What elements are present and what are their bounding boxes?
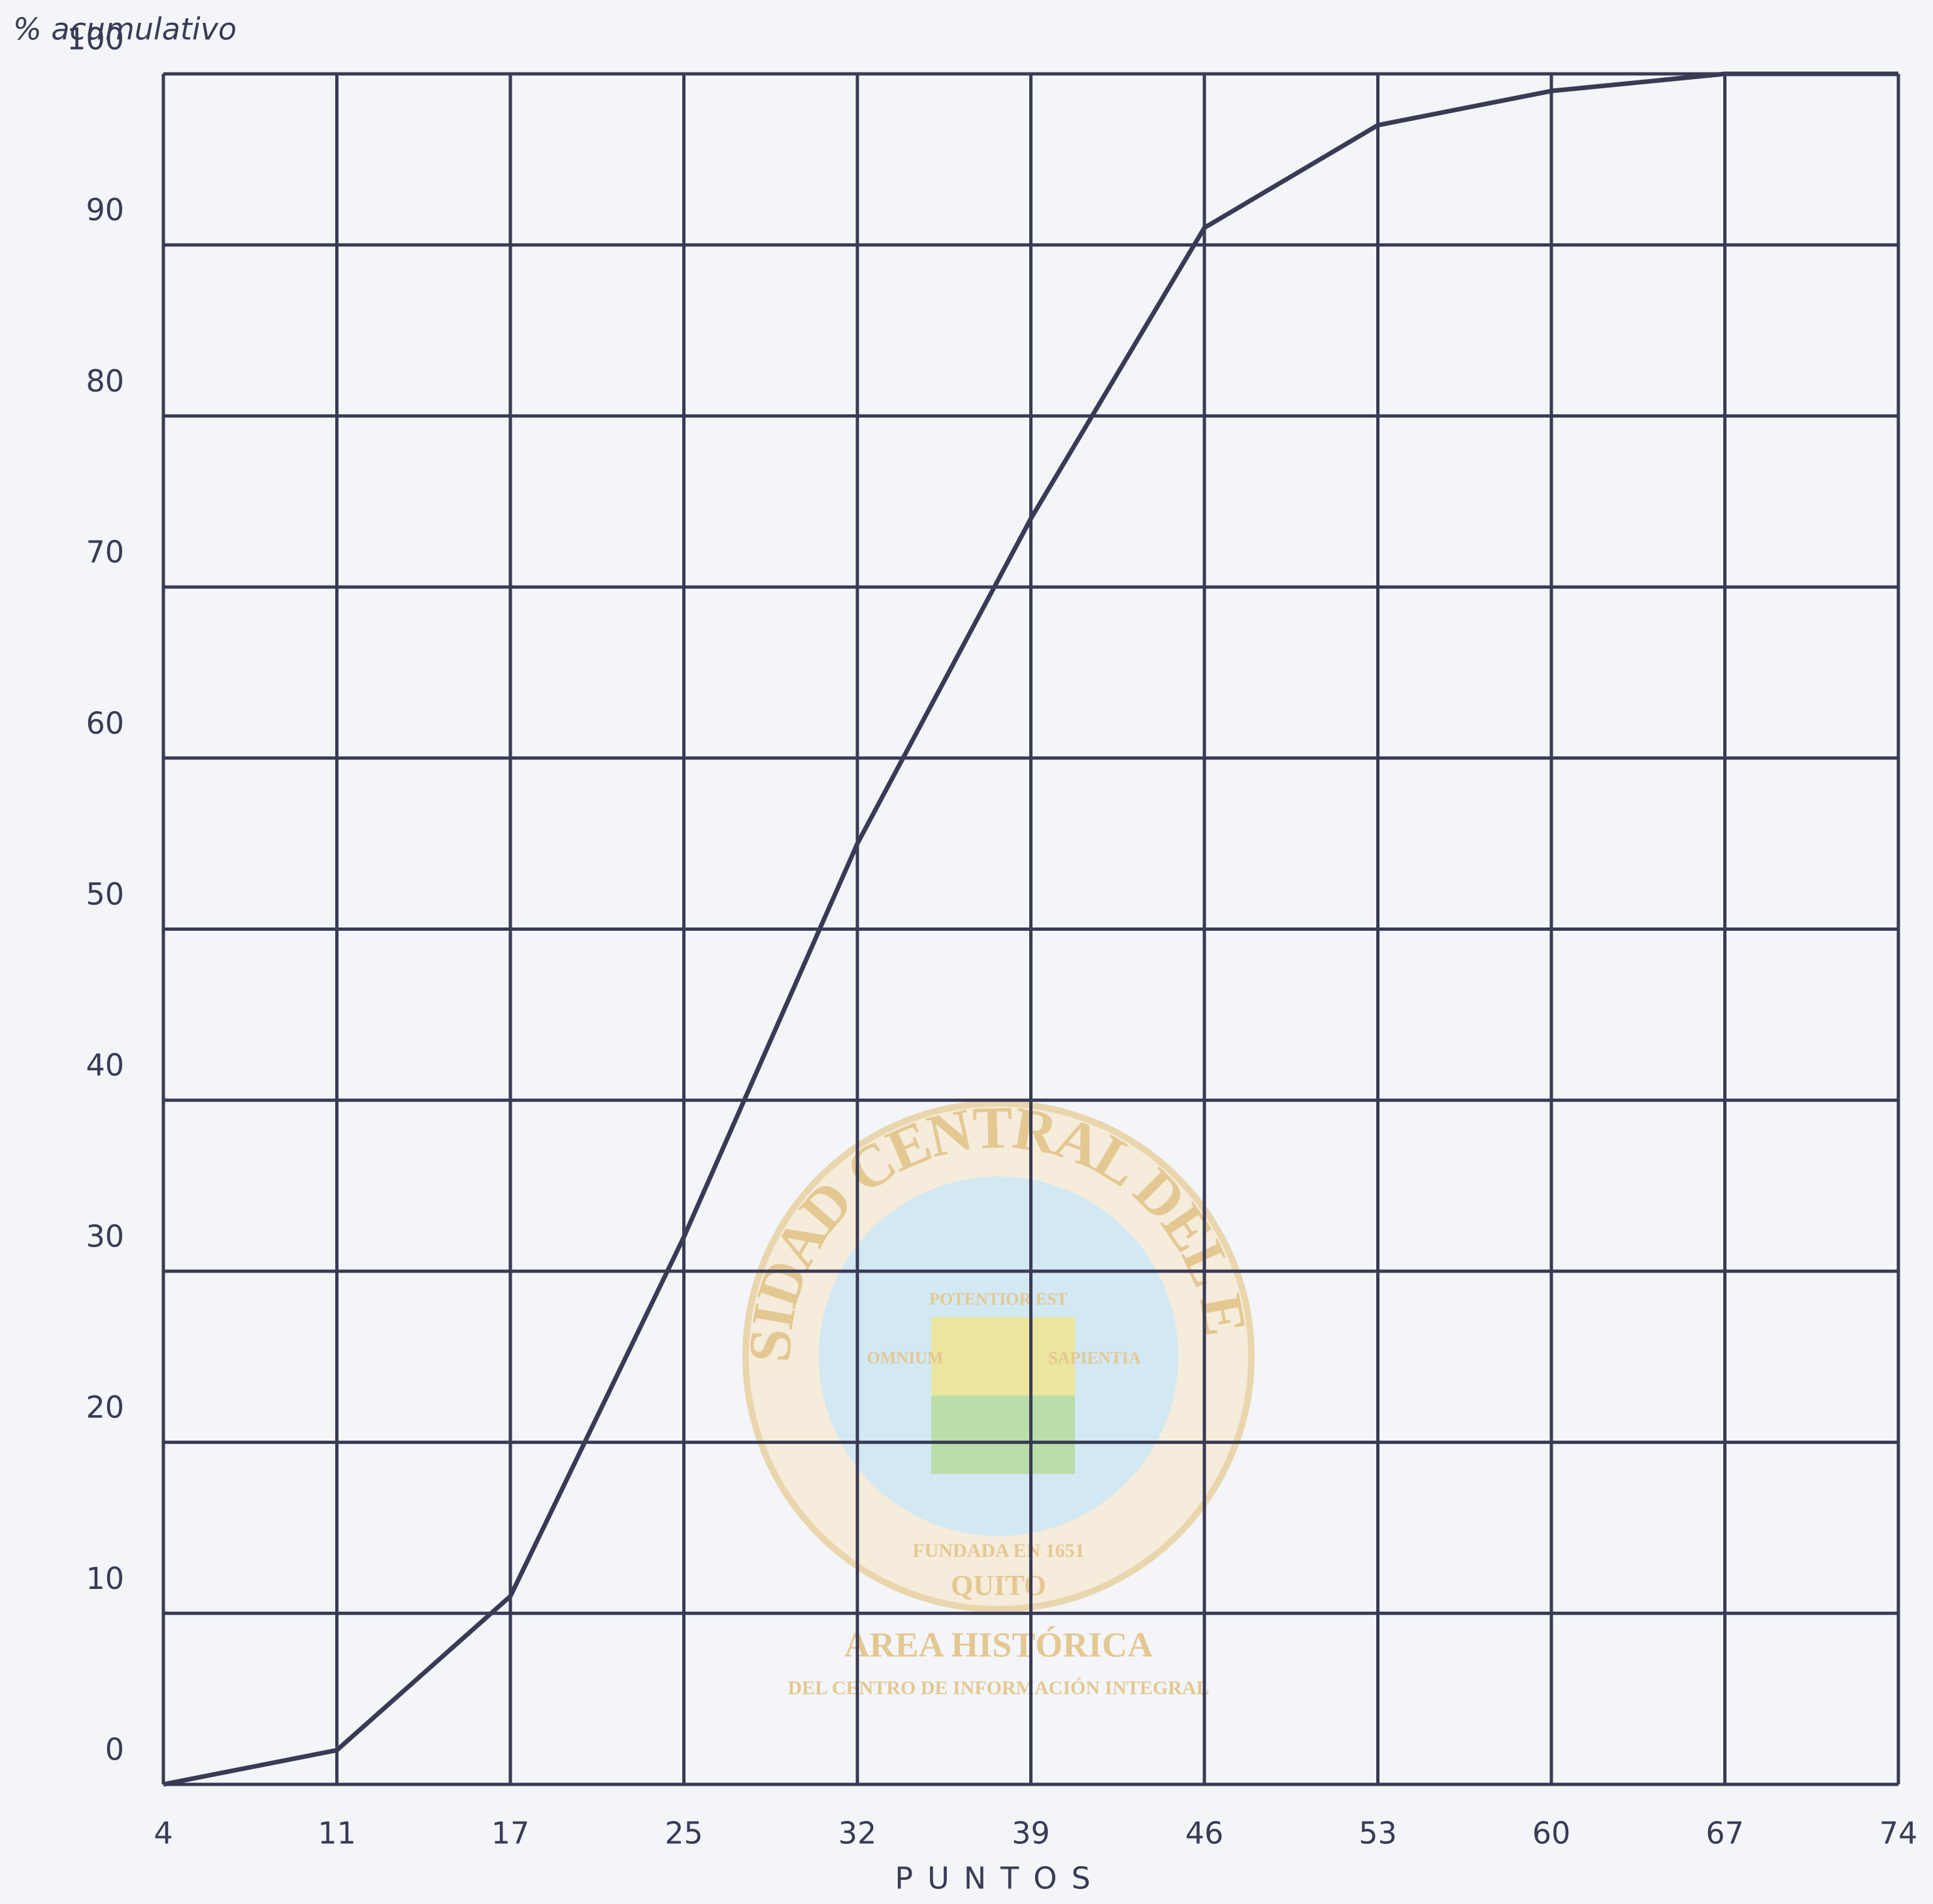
y-axis-label: % acumulativo <box>13 12 237 47</box>
seal-right: SAPIENTIA <box>1048 1348 1141 1367</box>
seal-left: OMNIUM <box>867 1348 944 1367</box>
y-tick-label: 100 <box>67 22 124 57</box>
y-tick-label: 50 <box>86 877 124 912</box>
y-tick-label: 40 <box>86 1048 124 1083</box>
y-tick-label: 0 <box>105 1732 124 1767</box>
y-tick-label: 60 <box>86 705 124 741</box>
x-tick-label: 25 <box>665 1816 703 1851</box>
y-tick-label: 10 <box>86 1561 124 1596</box>
area-text: AREA HISTÓRICA <box>844 1625 1153 1664</box>
seal-shield-lower <box>931 1395 1075 1474</box>
x-tick-label: 17 <box>491 1816 530 1851</box>
x-tick-label: 67 <box>1706 1816 1744 1851</box>
y-tick-label: 90 <box>86 192 124 227</box>
x-tick-label: 4 <box>154 1816 173 1851</box>
x-axis-label: PUNTOS <box>895 1861 1104 1896</box>
x-tick-label: 39 <box>1012 1816 1050 1851</box>
x-tick-label: 46 <box>1185 1816 1224 1851</box>
line <box>163 71 1898 1787</box>
x-tick-label: 53 <box>1359 1816 1397 1851</box>
x-tick-label: 74 <box>1879 1816 1918 1851</box>
y-tick-label: 70 <box>86 535 124 570</box>
y-tick-label: 80 <box>86 363 124 399</box>
y-tick-label: 30 <box>86 1218 124 1254</box>
x-tick-label: 32 <box>838 1816 877 1851</box>
x-tick-label: 60 <box>1532 1816 1571 1851</box>
seal-motto: POTENTIOR EST <box>929 1290 1068 1309</box>
y-tick-label: 20 <box>86 1390 124 1425</box>
center-text: DEL CENTRO DE INFORMACIÓN INTEGRAL <box>787 1677 1209 1699</box>
x-tick-label: 11 <box>318 1816 356 1851</box>
seal-founded: FUNDADA EN 1651 <box>912 1540 1084 1562</box>
